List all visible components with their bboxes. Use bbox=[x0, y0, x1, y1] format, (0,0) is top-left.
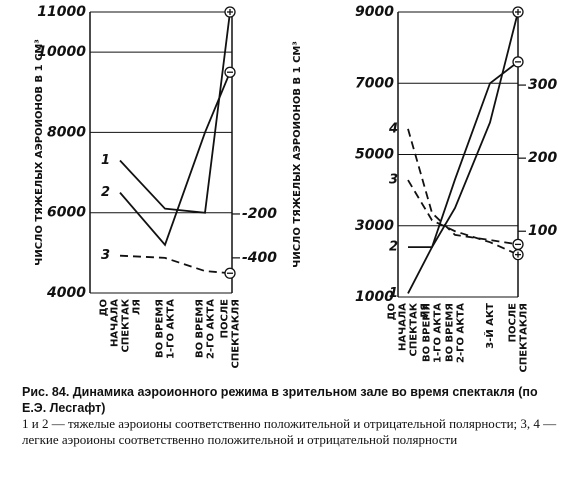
line bbox=[119, 11, 231, 214]
line bbox=[407, 128, 519, 246]
y-tick-label: 7000 bbox=[355, 75, 394, 91]
series-label: 3 bbox=[101, 248, 110, 263]
x-tick-label: ДОНАЧАЛАСПЕКТАКЛЯ bbox=[387, 302, 431, 356]
line bbox=[407, 11, 519, 294]
line bbox=[119, 71, 231, 247]
series-label: 2 bbox=[101, 185, 110, 200]
x-tick-label: ПОСЛЕСПЕКТАКЛЯ bbox=[508, 303, 530, 373]
y-tick-label: 3000 bbox=[355, 218, 394, 234]
caption-title: Рис. 84. Динамика аэроионного режима в з… bbox=[22, 385, 538, 415]
series-label: 2 bbox=[389, 240, 398, 255]
y-tick-label: 5000 bbox=[355, 147, 394, 163]
x-tick-label: ПОСЛЕСПЕКТАКЛЯ bbox=[220, 299, 242, 369]
x-tick-label: ВО ВРЕМЯ2-ГО АКТА bbox=[195, 299, 217, 359]
y-tick-label: 10000 bbox=[37, 44, 86, 60]
series-label: 1 bbox=[101, 153, 110, 168]
caption: Рис. 84. Динамика аэроионного режима в з… bbox=[22, 384, 557, 448]
series-label: 4 bbox=[388, 121, 398, 136]
x-tick-label: ВО ВРЕМЯ1-ГО АКТА bbox=[422, 303, 444, 363]
y2-tick-label: 100 bbox=[528, 223, 557, 239]
y2-tick-label: -200 bbox=[242, 206, 277, 222]
caption-text: 1 и 2 — тяжелые аэроионы соответственно … bbox=[22, 416, 557, 447]
x-tick-label: ДОНАЧАЛАСПЕКТАКЛЯ bbox=[99, 298, 143, 352]
y-tick-label: 1000 bbox=[355, 289, 394, 305]
series-label: 1 bbox=[389, 286, 398, 301]
line bbox=[119, 254, 231, 275]
y-tick-label: 11000 bbox=[37, 4, 86, 20]
line bbox=[408, 61, 519, 249]
x-tick-label: 3-Й АКТ bbox=[483, 303, 496, 349]
y2-tick-label: 300 bbox=[528, 77, 557, 93]
y-axis-label: ЧИСЛО ТЯЖЕЛЫХ АЭРОИОНОВ В 1 СМ³ bbox=[34, 39, 45, 266]
line bbox=[407, 179, 519, 256]
x-tick-label: ВО ВРЕМЯ2-ГО АКТА bbox=[445, 303, 467, 363]
y-tick-label: 4000 bbox=[46, 285, 86, 301]
y-tick-label: 8000 bbox=[47, 124, 86, 140]
y-axis-label: ЧИСЛО ТЯЖЕЛЫХ АЭРОИОНОВ В 1 СМ³ bbox=[292, 41, 303, 268]
y2-tick-label: -400 bbox=[242, 250, 277, 266]
y2-tick-label: 200 bbox=[528, 150, 557, 166]
series-label: 3 bbox=[389, 173, 398, 188]
y-tick-label: 6000 bbox=[47, 205, 86, 221]
x-tick-label: ВО ВРЕМЯ1-ГО АКТА bbox=[155, 299, 177, 359]
y-tick-label: 9000 bbox=[355, 4, 394, 20]
